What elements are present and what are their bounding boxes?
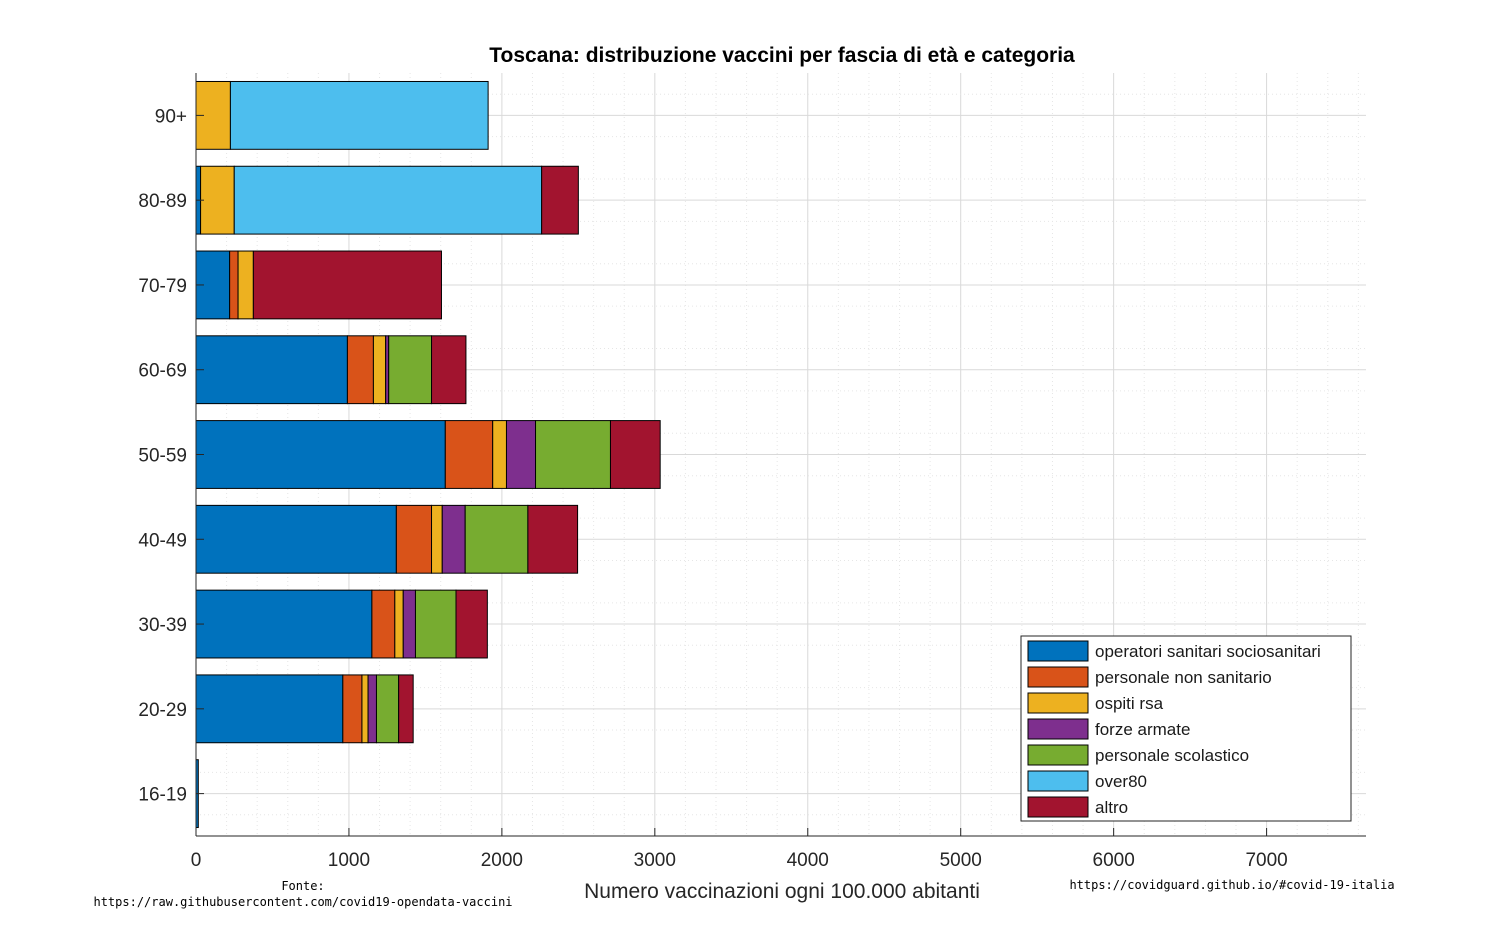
legend: operatori sanitari sociosanitari personal… (1020, 635, 1352, 822)
x-tick-label: 6000 (1093, 850, 1135, 871)
grid (195, 73, 1366, 836)
x-tick-label: 1000 (328, 850, 370, 871)
bar-segment (455, 589, 488, 659)
legend-label: ospiti rsa (1095, 694, 1164, 713)
bar-segment (444, 420, 494, 489)
bar-segment (375, 674, 400, 744)
bar-segment (431, 504, 443, 574)
legend-entries: operatori sanitari sociosanitari personal… (1027, 640, 1321, 818)
bar-segment (200, 165, 235, 235)
bar-segment (371, 589, 396, 659)
legend-label: over80 (1095, 772, 1147, 791)
bar-segment (346, 335, 374, 405)
x-tick-label: 3000 (634, 850, 676, 871)
legend-label: personale scolastico (1095, 746, 1249, 765)
bar-segment (492, 420, 507, 489)
bar-segment (342, 674, 363, 744)
footer-site-url: https://covidguard.github.io/#covid-19-i… (1069, 878, 1394, 892)
bar-segment (431, 335, 467, 405)
bar-segment (195, 420, 446, 489)
bar-segment (541, 165, 579, 235)
chart-title: Toscana: distribuzione vaccini per fasci… (489, 44, 1075, 67)
x-tick-label: 4000 (787, 850, 829, 871)
y-tick-label: 90+ (155, 106, 187, 127)
x-tick-label: 2000 (481, 850, 523, 871)
y-tick-label: 30-39 (138, 615, 187, 636)
bars (195, 80, 661, 829)
bar-segment (195, 674, 344, 744)
y-tick-label: 20-29 (138, 700, 187, 721)
bar-segment (229, 250, 239, 320)
legend-swatch (1027, 692, 1089, 714)
footer-source-url: https://raw.githubusercontent.com/covid1… (93, 895, 512, 909)
y-tick-label: 60-69 (138, 361, 187, 382)
bar-segment (372, 335, 387, 405)
legend-swatch (1027, 744, 1089, 766)
x-tick-label: 5000 (940, 850, 982, 871)
bar-segment (367, 674, 377, 744)
bar-segment (505, 420, 537, 489)
y-tick-label: 40-49 (138, 530, 187, 551)
x-axis-label: Numero vaccinazioni ogni 100.000 abitant… (584, 880, 980, 903)
bar-segment (195, 335, 348, 405)
bar-segment (441, 504, 466, 574)
legend-label: altro (1095, 798, 1128, 817)
legend-swatch (1027, 666, 1089, 688)
bar-segment (195, 504, 397, 574)
y-tick-label: 70-79 (138, 276, 187, 297)
y-tick-label: 50-59 (138, 446, 187, 467)
bar-segment (527, 504, 579, 574)
legend-swatch (1027, 796, 1089, 818)
bar-segment (252, 250, 442, 320)
y-tick-label: 80-89 (138, 191, 187, 212)
bar-segment (398, 674, 414, 744)
legend-swatch (1027, 640, 1089, 662)
y-tick-labels: 90+ 80-89 70-79 60-69 50-59 40-49 30-39 20-29 16… (138, 106, 187, 805)
legend-label: forze armate (1095, 720, 1190, 739)
x-tick-label: 7000 (1245, 850, 1287, 871)
legend-swatch (1027, 718, 1089, 740)
bar-segment (195, 589, 373, 659)
legend-label: personale non sanitario (1095, 668, 1272, 687)
bar-segment (361, 674, 369, 744)
bar-segment (388, 335, 433, 405)
bar-segment (402, 589, 416, 659)
bar-segment (233, 165, 543, 235)
x-tick-labels: 0 1000 2000 3000 4000 5000 6000 7000 (191, 850, 1288, 871)
legend-label: operatori sanitari sociosanitari (1095, 642, 1321, 661)
bar-segment (464, 504, 529, 574)
bar-segment (609, 420, 661, 489)
bar-segment (395, 504, 433, 574)
bar-segment (414, 589, 457, 659)
bar-segment (535, 420, 611, 489)
bar-segment (394, 589, 404, 659)
footer-source-label: Fonte: (281, 879, 324, 893)
bar-segment (229, 80, 489, 150)
bar-segment (237, 250, 254, 320)
x-tick-label: 0 (191, 850, 202, 871)
axes (195, 73, 1366, 837)
y-tick-label: 16-19 (138, 785, 187, 806)
legend-swatch (1027, 770, 1089, 792)
